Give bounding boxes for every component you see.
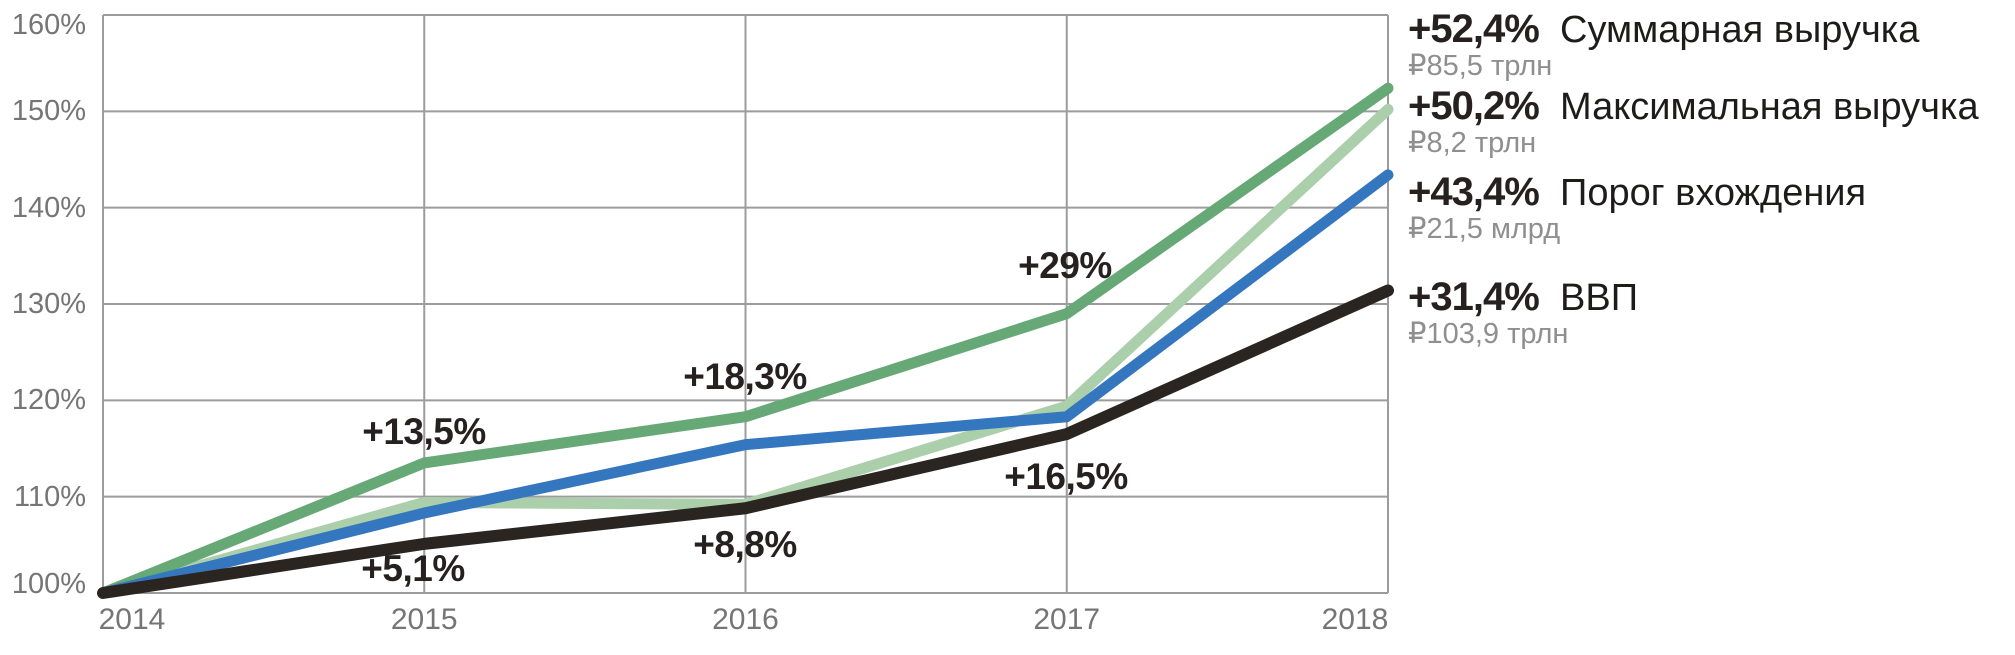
legend-item: +43,4% Порог вхождения ₽21,5 млрд bbox=[1408, 172, 2008, 244]
legend-item: +31,4% ВВП ₽103,9 трлн bbox=[1408, 277, 2008, 349]
data-point-label: +29% bbox=[1018, 245, 1112, 286]
legend-amount: ₽85,5 трлн bbox=[1408, 50, 1553, 82]
x-tick-label: 2014 bbox=[98, 603, 166, 636]
legend-percent: +43,4% bbox=[1408, 170, 1540, 214]
legend-series-name: Максимальная выручка bbox=[1560, 86, 1979, 128]
legend-series-name: Суммарная выручка bbox=[1560, 9, 1920, 51]
x-tick-label: 2015 bbox=[390, 603, 458, 636]
data-point-label: +8,8% bbox=[693, 524, 797, 565]
data-point-label: +16,5% bbox=[1004, 456, 1128, 497]
series-line-1 bbox=[97, 82, 1394, 599]
legend-percent: +52,4% bbox=[1408, 7, 1540, 51]
data-point-label: +5,1% bbox=[361, 548, 465, 589]
data-point-label: +13,5% bbox=[362, 411, 486, 452]
legend-amount: ₽8,2 трлн bbox=[1408, 127, 1537, 159]
y-tick-label: 100% bbox=[11, 568, 86, 600]
series-line-3 bbox=[97, 284, 1394, 599]
legend-percent: +50,2% bbox=[1408, 84, 1540, 128]
y-tick-label: 130% bbox=[11, 288, 86, 320]
x-tick-label: 2017 bbox=[1033, 603, 1101, 636]
legend-amount: ₽103,9 трлн bbox=[1408, 318, 1569, 350]
legend-series-name: Порог вхождения bbox=[1560, 172, 1867, 214]
legend-item: +50,2% Максимальная выручка ₽8,2 трлн bbox=[1408, 86, 2008, 158]
legend-percent: +31,4% bbox=[1408, 275, 1540, 319]
series-line-2 bbox=[97, 169, 1394, 599]
data-point-label: +18,3% bbox=[683, 356, 807, 397]
y-tick-label: 140% bbox=[11, 191, 86, 224]
y-tick-label: 120% bbox=[11, 384, 86, 417]
legend-series-name: ВВП bbox=[1560, 277, 1639, 319]
legend-item: +52,4% Суммарная выручка ₽85,5 трлн bbox=[1408, 9, 2008, 81]
y-tick-label: 150% bbox=[11, 95, 86, 128]
legend-amount: ₽21,5 млрд bbox=[1408, 213, 1561, 245]
x-tick-label: 2018 bbox=[1321, 603, 1389, 636]
y-tick-label: 110% bbox=[13, 480, 86, 513]
x-tick-label: 2016 bbox=[712, 603, 779, 636]
y-tick-label: 160% bbox=[11, 9, 86, 41]
